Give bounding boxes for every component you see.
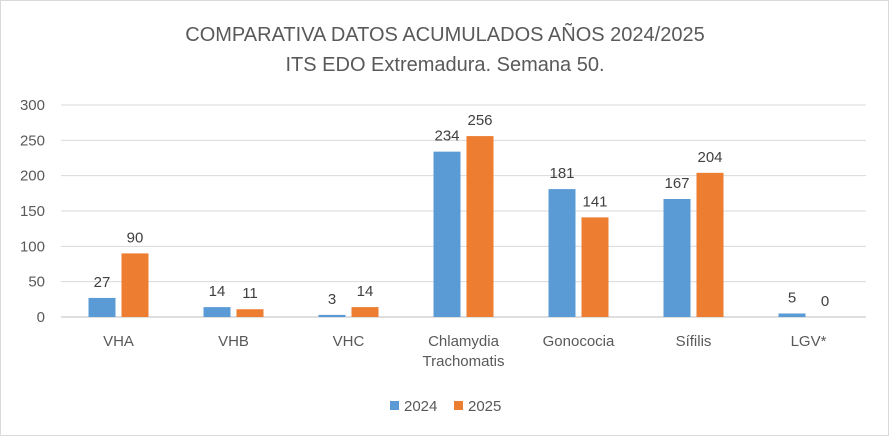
bar-2024 — [203, 307, 231, 317]
bar-2025 — [121, 253, 149, 317]
x-tick-label: VHC — [333, 333, 365, 350]
data-label-2024: 27 — [94, 274, 111, 291]
y-tick-label: 100 — [20, 238, 45, 255]
y-tick-label: 250 — [20, 132, 45, 149]
x-tick-label: Chlamydia Trachomatis — [423, 333, 505, 370]
y-tick-label: 150 — [20, 203, 45, 220]
bar-2025 — [696, 172, 724, 317]
y-tick-label: 300 — [20, 97, 45, 114]
gridlines — [61, 104, 866, 318]
data-label-2025: 141 — [582, 193, 607, 210]
data-label-2025: 0 — [821, 293, 829, 310]
bar-2025 — [236, 309, 264, 317]
data-label-2024: 181 — [549, 165, 574, 182]
bar-2024 — [433, 151, 461, 317]
data-label-2025: 256 — [467, 112, 492, 129]
bars — [88, 136, 806, 317]
bar-2024 — [778, 313, 806, 317]
legend-label-2024: 2024 — [404, 398, 437, 415]
data-label-2024: 3 — [328, 291, 336, 308]
legend: 2024 2025 — [390, 398, 501, 415]
legend-swatch-2025 — [454, 401, 463, 410]
data-label-2024: 167 — [664, 175, 689, 192]
data-labels: 27 90 14 11 3 14 234 256 181 141 167 204 5 0 — [94, 112, 830, 310]
data-label-2025: 204 — [697, 149, 722, 166]
bar-2024 — [88, 297, 116, 317]
x-tick-label: LGV* — [791, 333, 827, 350]
bar-2024 — [318, 314, 346, 317]
data-label-2024: 14 — [209, 283, 226, 300]
y-axis-ticks: 0 50 100 150 200 250 300 — [20, 97, 45, 326]
x-tick-label: VHA — [103, 333, 134, 350]
chart-title: COMPARATIVA DATOS ACUMULADOS AÑOS 2024/2… — [185, 22, 704, 46]
x-tick-label: Gonococia — [543, 333, 615, 350]
bar-2025 — [581, 217, 609, 317]
y-tick-label: 0 — [37, 309, 45, 326]
x-axis-categories: VHA VHB VHC Chlamydia Trachomatis Gonococia Sí… — [103, 333, 827, 370]
y-tick-label: 200 — [20, 168, 45, 185]
data-label-2025: 11 — [242, 285, 258, 302]
bar-2024 — [663, 198, 691, 317]
legend-swatch-2024 — [390, 401, 399, 410]
y-tick-label: 50 — [28, 274, 45, 291]
bar-2025 — [351, 307, 379, 317]
data-label-2024: 234 — [434, 128, 459, 145]
x-tick-label: Sífilis — [676, 333, 712, 350]
data-label-2025: 14 — [357, 283, 374, 300]
x-tick-label: VHB — [218, 333, 249, 350]
legend-label-2025: 2025 — [468, 398, 501, 415]
bar-2025 — [466, 136, 494, 317]
bar-2024 — [548, 189, 576, 317]
data-label-2025: 90 — [127, 229, 144, 246]
data-label-2024: 5 — [788, 289, 796, 306]
chart-subtitle: ITS EDO Extremadura. Semana 50. — [285, 54, 604, 76]
